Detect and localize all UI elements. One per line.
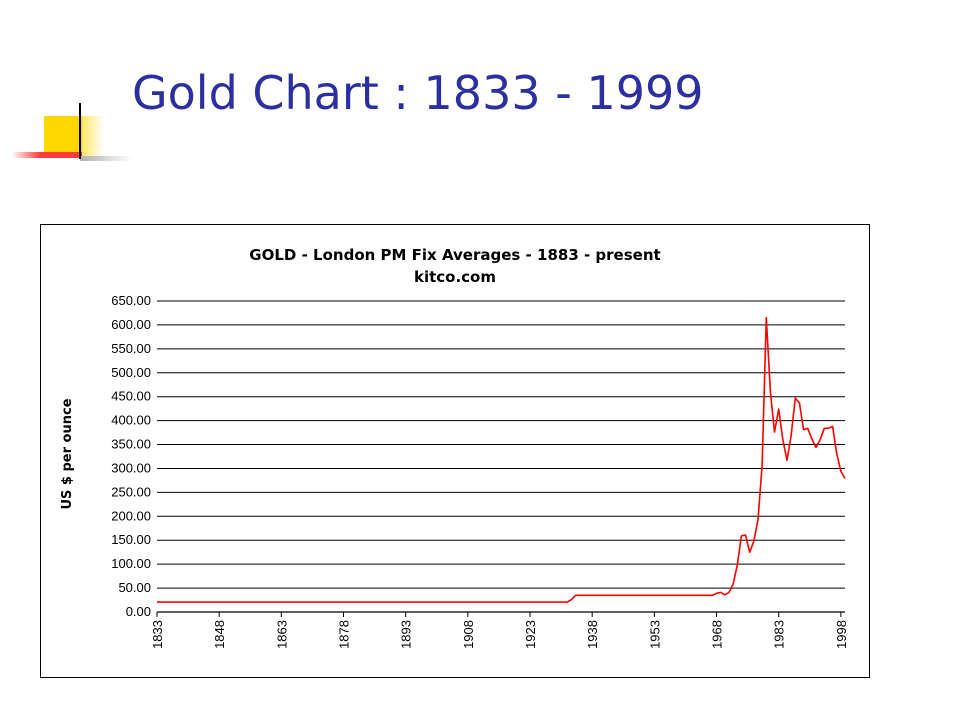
y-tick-label: 600.00	[111, 317, 151, 332]
y-tick-label: 350.00	[111, 437, 151, 452]
y-axis-label: US $ per ounce	[60, 398, 75, 509]
y-tick-label: 550.00	[111, 341, 151, 356]
title-accent-grey-bar	[80, 156, 132, 161]
gold-price-chart: GOLD - London PM Fix Averages - 1883 - p…	[40, 224, 870, 678]
y-tick-label: 200.00	[111, 508, 151, 523]
y-tick-label: 300.00	[111, 460, 151, 475]
x-tick-label: 1923	[523, 620, 538, 649]
series-line-gold-price	[157, 316, 846, 603]
title-accent-yellow-block	[44, 116, 84, 158]
gridlines	[156, 300, 845, 617]
x-tick-label: 1953	[647, 620, 662, 649]
x-tick-label: 1878	[337, 620, 352, 649]
title-accent-fade	[82, 116, 104, 158]
y-axis-ticks: 0.00 50.00 100.00 150.00 200.00 250.00 300.00 3…	[111, 293, 151, 619]
x-tick-label: 1908	[461, 620, 476, 649]
x-tick-label: 1893	[399, 620, 414, 649]
slide-title: Gold Chart : 1833 - 1999	[132, 66, 704, 120]
x-tick-label: 1938	[585, 620, 600, 649]
chart-subtitle: kitco.com	[414, 268, 496, 286]
x-tick-label: 1998	[834, 620, 849, 649]
y-tick-label: 450.00	[111, 389, 151, 404]
y-tick-label: 650.00	[111, 293, 151, 308]
y-tick-label: 50.00	[118, 580, 151, 595]
title-accent-vertical-line	[79, 103, 81, 159]
title-accent-red-bar	[12, 152, 82, 158]
y-tick-label: 100.00	[111, 556, 151, 571]
x-tick-label: 1983	[772, 620, 787, 649]
y-tick-label: 0.00	[126, 604, 151, 619]
x-axis-ticks: 1833 1848 1863 1878 1893 1908 1923 1938 1953 1968…	[150, 620, 849, 649]
y-tick-label: 400.00	[111, 413, 151, 428]
y-tick-label: 150.00	[111, 532, 151, 547]
y-tick-label: 500.00	[111, 365, 151, 380]
x-tick-label: 1968	[710, 620, 725, 649]
x-tick-label: 1833	[150, 620, 165, 649]
chart-canvas: GOLD - London PM Fix Averages - 1883 - p…	[60, 246, 849, 649]
y-tick-label: 250.00	[111, 484, 151, 499]
chart-title: GOLD - London PM Fix Averages - 1883 - p…	[249, 246, 660, 264]
x-tick-label: 1863	[274, 620, 289, 649]
x-tick-label: 1848	[212, 620, 227, 649]
